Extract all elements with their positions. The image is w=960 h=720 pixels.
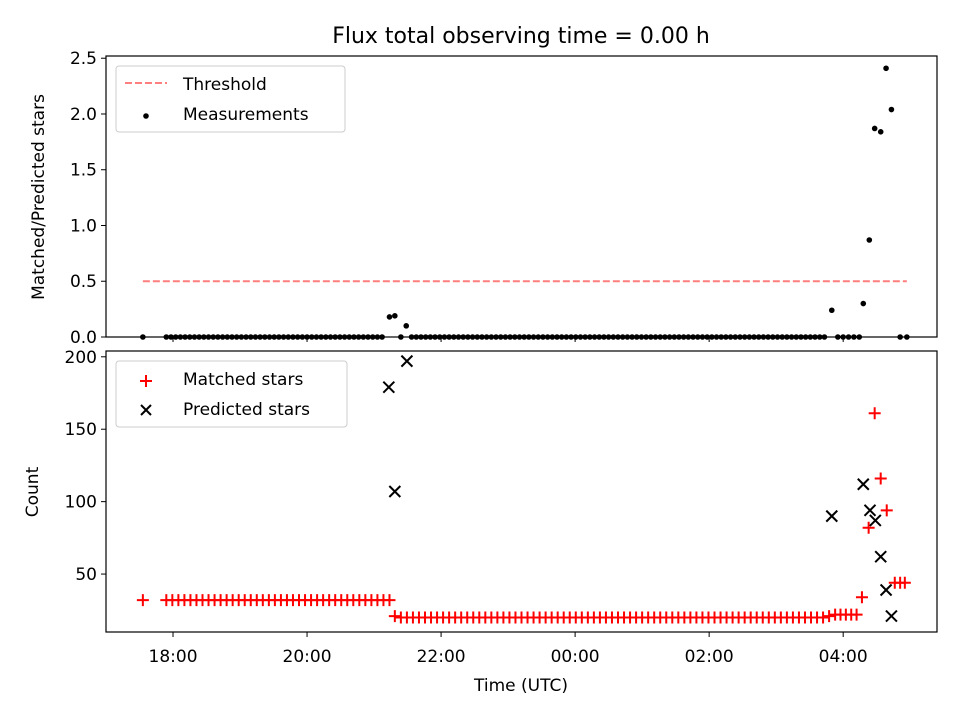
top-legend-box [115, 65, 346, 133]
legend-predicted-label: Predicted stars [183, 400, 310, 420]
bottom-axes-frame [105, 350, 938, 633]
top-axes-frame [105, 55, 938, 338]
x-tick-label: 18:00 [149, 647, 198, 667]
bottom-y-tick-label: 100 [65, 493, 97, 513]
legend-predicted-swatch [140, 404, 152, 416]
top-y-tick-label: 1.0 [70, 216, 97, 236]
matched-star-point [855, 591, 868, 604]
x-tick-label: 02:00 [685, 647, 734, 667]
legend-measurements-label: Measurements [183, 105, 309, 125]
top-legend: Threshold Measurements [115, 65, 346, 133]
top-y-tick-label: 2.0 [70, 105, 97, 125]
top-y-tick-label: 1.5 [70, 161, 97, 181]
predicted-star-point [400, 354, 414, 368]
top-x-ticks [172, 337, 844, 342]
predicted-star-point [825, 509, 838, 523]
predicted-star-point [885, 609, 898, 623]
bottom-y-axis: 50 100 150 200 [65, 348, 106, 585]
x-tick-label: 00:00 [551, 647, 600, 667]
matched-star-point [823, 610, 836, 623]
predicted-star-point [382, 381, 396, 394]
top-y-tick-label: 2.5 [70, 49, 97, 69]
top-panel: 0.0 0.5 1.0 1.5 2.0 2.5 Matched/Predicted sta… [29, 49, 938, 348]
measurement-point [877, 129, 884, 135]
predicted-star-point [869, 514, 882, 527]
predicted-star-point [863, 504, 877, 517]
top-y-axis-label: Matched/Predicted stars [29, 94, 49, 300]
predicted-star-point [874, 550, 887, 563]
matched-star-point [880, 504, 893, 517]
bottom-y-tick-label: 200 [65, 348, 97, 368]
measurement-point [866, 237, 873, 243]
matched-star-point [136, 594, 149, 607]
top-y-tick-label: 0.5 [70, 272, 97, 292]
measurement-point [403, 323, 410, 329]
bottom-panel: 50 100 150 200 18:00 20:00 22:00 00:00 02:00 04:… [23, 348, 938, 696]
x-tick-label: 22:00 [417, 647, 466, 667]
bottom-x-axis: 18:00 20:00 22:00 00:00 02:00 04:00 [149, 632, 868, 667]
bottom-y-tick-label: 150 [65, 420, 97, 440]
legend-measurements-swatch [143, 113, 149, 119]
bottom-legend: Matched stars Predicted stars [115, 360, 348, 428]
matched-star-point [383, 594, 396, 607]
bottom-y-tick-label: 50 [75, 565, 97, 585]
figure-title: Flux total observing time = 0.00 h [332, 24, 710, 49]
matched-star-point [862, 521, 875, 534]
predicted-star-point [857, 478, 870, 491]
matched-star-point [898, 576, 911, 589]
bottom-legend-box [115, 360, 348, 428]
legend-matched-label: Matched stars [183, 370, 303, 390]
count-series [136, 354, 911, 624]
matched-star-point [388, 610, 401, 623]
matched-star-point [850, 608, 863, 621]
legend-matched-swatch [140, 375, 152, 387]
x-tick-label: 04:00 [819, 647, 868, 667]
top-y-axis: 0.0 0.5 1.0 1.5 2.0 2.5 [70, 49, 106, 348]
matched-star-point [868, 407, 881, 420]
measurement-point [883, 65, 889, 72]
top-y-tick-label: 0.0 [70, 328, 97, 348]
measurement-point [392, 313, 398, 319]
matched-star-point [817, 611, 830, 624]
predicted-star-point [879, 583, 893, 597]
predicted-star-point [388, 485, 402, 498]
matched-star-point [874, 472, 887, 485]
measurement-point [888, 106, 895, 113]
measurement-point [871, 125, 878, 132]
bottom-y-axis-label: Count [23, 466, 43, 517]
x-axis-label: Time (UTC) [473, 676, 568, 696]
x-tick-label: 20:00 [283, 647, 332, 667]
measurement-point [386, 314, 393, 320]
legend-threshold-label: Threshold [182, 75, 267, 95]
measurement-point [828, 307, 835, 314]
measurement-point [860, 300, 867, 307]
